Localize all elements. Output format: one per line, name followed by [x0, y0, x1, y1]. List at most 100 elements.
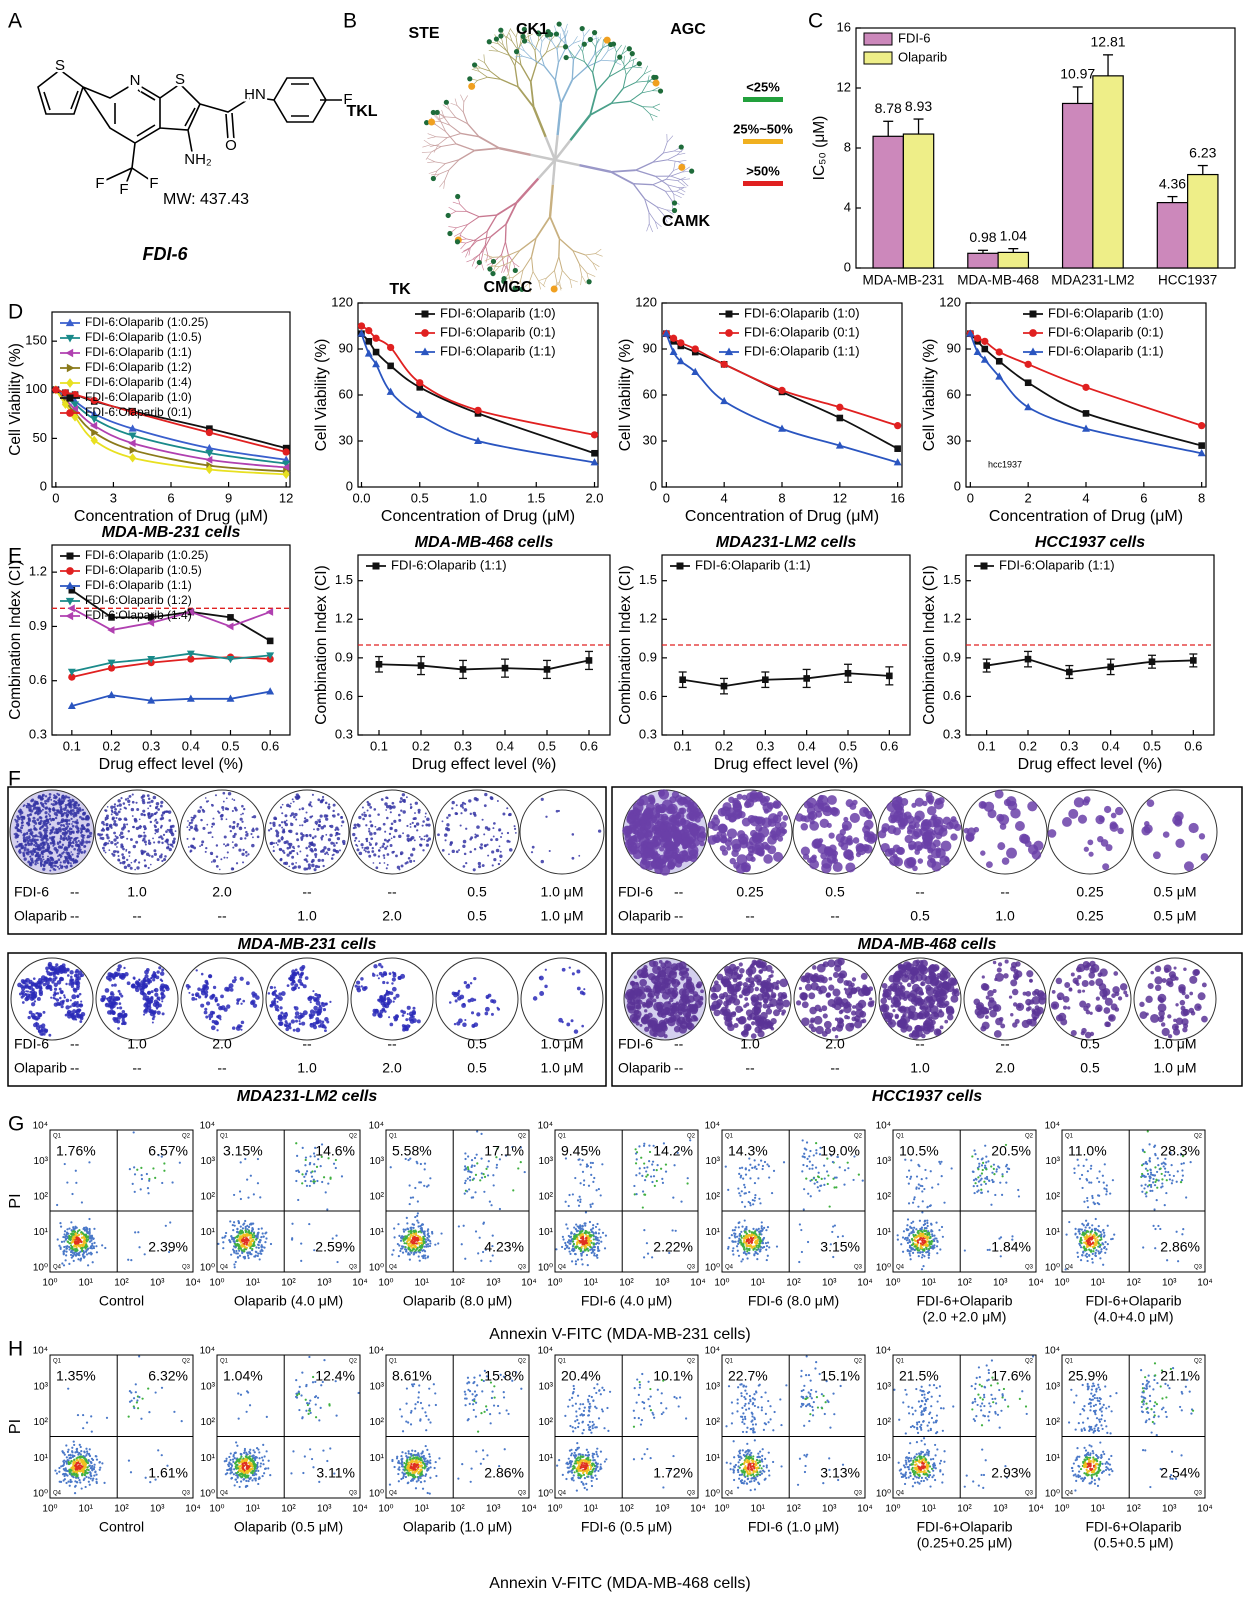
colony	[401, 864, 404, 867]
colony	[314, 853, 317, 856]
marker	[108, 691, 116, 698]
kinase-dot	[487, 39, 492, 44]
colony	[202, 810, 205, 813]
colony	[69, 803, 71, 805]
colony	[205, 847, 207, 849]
colony	[294, 813, 297, 816]
tree-branch	[633, 184, 644, 199]
tree-branch	[449, 207, 456, 211]
tree-branch	[653, 185, 666, 192]
colony	[310, 1009, 314, 1013]
colony	[25, 840, 27, 842]
colony	[375, 866, 378, 869]
colony	[64, 795, 67, 798]
x-axis-label: Concentration of Drug (μM)	[685, 508, 879, 525]
colony	[801, 1017, 810, 1026]
colony	[362, 818, 365, 821]
colony	[166, 846, 169, 849]
tree-branch	[671, 176, 682, 180]
colony	[34, 1016, 39, 1021]
x-axis-label: Concentration of Drug (μM)	[381, 508, 575, 525]
colony-plate	[11, 958, 93, 1040]
molecular-weight: MW: 437.43	[163, 191, 249, 208]
colony	[393, 851, 395, 853]
colony	[980, 850, 985, 855]
colony	[72, 821, 74, 823]
colony	[354, 826, 356, 828]
colony	[132, 794, 134, 796]
colony	[152, 978, 155, 981]
colony	[232, 868, 234, 870]
colony	[136, 985, 139, 988]
colony	[384, 839, 387, 842]
tree-branch	[584, 29, 590, 36]
y-tick-label: 8	[844, 139, 851, 154]
legend-label: FDI-6:Olaparib (1:1)	[1048, 343, 1164, 358]
colony	[42, 822, 45, 825]
colony	[147, 807, 149, 809]
colony	[332, 810, 334, 812]
colony	[402, 1014, 405, 1017]
dose-label: 0.25	[736, 884, 763, 900]
colony	[75, 1013, 79, 1017]
colony	[127, 800, 130, 803]
dose-label: --	[674, 908, 684, 924]
colony	[21, 822, 23, 824]
colony	[78, 804, 80, 806]
colony	[331, 857, 334, 860]
colony	[760, 1022, 768, 1030]
panel-letter: H	[8, 1338, 23, 1361]
colony	[196, 827, 198, 829]
colony	[362, 806, 364, 808]
colony	[151, 800, 154, 803]
colony	[313, 828, 315, 830]
colony	[322, 1025, 326, 1029]
colony	[135, 841, 138, 844]
colony	[657, 971, 666, 980]
colony	[483, 833, 485, 835]
colony	[372, 847, 374, 849]
colony	[721, 832, 727, 838]
legend-label: FDI-6:Olaparib (1:0.5)	[85, 563, 202, 577]
tree-branch	[585, 255, 592, 263]
colony	[680, 807, 687, 814]
colony	[292, 798, 294, 800]
colony	[102, 995, 107, 1000]
tree-branch	[595, 254, 602, 257]
colony	[832, 1027, 837, 1032]
colony	[386, 991, 389, 994]
colony	[60, 990, 64, 994]
legend-swatch	[864, 52, 892, 64]
marker	[266, 687, 274, 694]
colony	[34, 1000, 36, 1002]
atom: F	[119, 181, 128, 198]
colony	[365, 850, 367, 852]
tree-branch	[557, 282, 562, 289]
colony	[647, 1013, 652, 1018]
colony	[71, 828, 73, 830]
tree-branch	[570, 279, 572, 288]
colony	[549, 850, 551, 852]
tree-branch	[531, 64, 537, 82]
y-axis-label: Cell Viability (%)	[7, 343, 24, 456]
colony	[672, 821, 680, 829]
colony	[157, 1011, 161, 1015]
tree-branch	[596, 48, 602, 58]
colony	[845, 862, 855, 872]
colony	[299, 851, 301, 853]
colony	[53, 847, 57, 851]
colony	[598, 829, 601, 832]
colony	[121, 853, 124, 856]
colony	[154, 833, 156, 835]
colony	[727, 986, 735, 994]
colony	[153, 849, 156, 852]
colony	[402, 1010, 406, 1014]
colony	[941, 967, 948, 974]
colony	[193, 847, 196, 850]
legend-label: FDI-6:Olaparib (1:0)	[1048, 305, 1164, 320]
dose-label: 0.5	[825, 884, 845, 900]
tree-branch	[623, 75, 626, 89]
colony	[42, 809, 44, 811]
colony	[103, 843, 106, 846]
colony	[280, 1012, 283, 1015]
